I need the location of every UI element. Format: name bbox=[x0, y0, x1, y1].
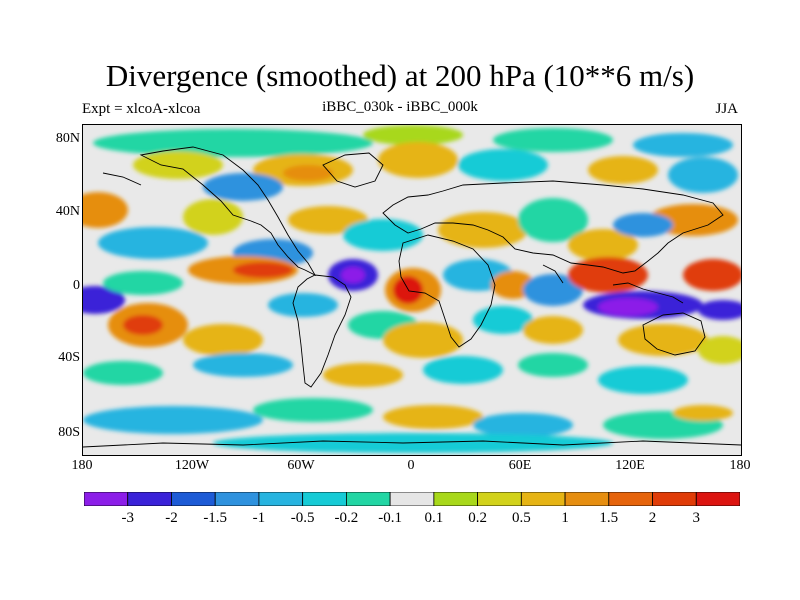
lat-label-40s: 40S bbox=[58, 350, 80, 365]
lon-label-0: 0 bbox=[407, 458, 415, 473]
colorbar-tick-label: -0.1 bbox=[378, 510, 402, 526]
colorbar-tick-label: 3 bbox=[692, 510, 701, 526]
lon-label-180w: 180 bbox=[71, 458, 93, 473]
lon-label-120w: 120W bbox=[174, 458, 210, 473]
colorbar-tick-label: -0.5 bbox=[290, 510, 315, 526]
colorbar-tick-label: 0.5 bbox=[511, 510, 531, 526]
colorbar-swatch bbox=[608, 492, 653, 506]
coastlines bbox=[83, 146, 741, 448]
colorbar-tick-label: -2 bbox=[165, 510, 178, 526]
colorbar bbox=[84, 492, 740, 506]
lat-label-40n: 40N bbox=[55, 204, 80, 219]
colorbar-swatch bbox=[389, 492, 435, 506]
lat-label-80n: 80N bbox=[55, 131, 80, 146]
lon-label-60e: 60E bbox=[508, 458, 532, 473]
colorbar-swatch bbox=[652, 492, 697, 506]
colorbar-swatch bbox=[564, 492, 610, 506]
divergence-map bbox=[82, 124, 742, 456]
colorbar-swatch bbox=[477, 492, 522, 506]
lat-label-0: 0 bbox=[73, 278, 80, 293]
colorbar-swatch bbox=[84, 492, 129, 506]
colorbar-swatch bbox=[214, 492, 260, 506]
lat-label-80s: 80S bbox=[58, 425, 80, 440]
colorbar-swatch bbox=[345, 492, 391, 506]
colorbar-swatch bbox=[171, 492, 216, 506]
lon-label-180e: 180 bbox=[729, 458, 751, 473]
colorbar-swatch bbox=[258, 492, 304, 506]
lon-label-60w: 60W bbox=[287, 458, 315, 473]
season-label: JJA bbox=[715, 101, 738, 117]
colorbar-tick-label: -1.5 bbox=[203, 510, 228, 526]
colorbar-tick-label: -3 bbox=[121, 510, 134, 526]
lon-label-120e: 120E bbox=[615, 458, 645, 473]
experiment-label: Expt = xlcoA-xlcoa bbox=[82, 101, 201, 117]
colorbar-tick-label: -0.2 bbox=[334, 510, 359, 526]
colorbar-tick-label: 0.2 bbox=[468, 510, 487, 526]
plot-title: Divergence (smoothed) at 200 hPa (10**6 … bbox=[105, 58, 695, 93]
colorbar-swatch bbox=[433, 492, 478, 506]
colorbar-tick-label: 0.1 bbox=[424, 510, 444, 526]
colorbar-swatch bbox=[127, 492, 172, 506]
colorbar-tick-label: -1 bbox=[252, 510, 266, 526]
colorbar-swatch bbox=[520, 492, 566, 506]
colorbar-tick-label: 1 bbox=[561, 510, 569, 526]
colorbar-swatch bbox=[695, 492, 740, 506]
colorbar-tick-label: 1.5 bbox=[599, 510, 619, 526]
colorbar-tick-label: 2 bbox=[648, 510, 657, 526]
colorbar-swatch bbox=[302, 492, 347, 506]
comparison-label: iBBC_030k - iBBC_000k bbox=[322, 99, 478, 115]
divergence-field bbox=[83, 125, 741, 455]
